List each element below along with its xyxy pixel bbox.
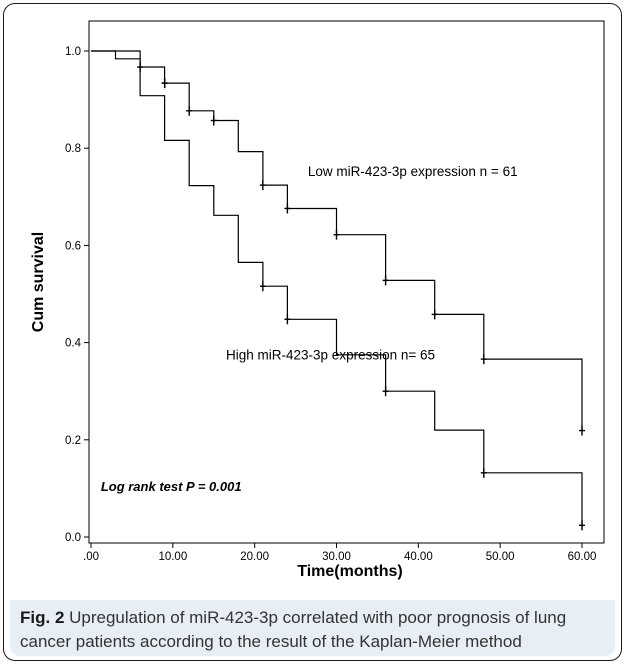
- x-axis: .00 10.00 20.00 30.00 40.00 50.00 60.00: [83, 543, 596, 563]
- x-tick-label: 20.00: [240, 551, 269, 563]
- caption-text: Upregulation of miR-423-3p correlated wi…: [20, 608, 567, 651]
- x-axis-title: Time(months): [297, 563, 402, 580]
- figure-frame: [3, 3, 622, 661]
- y-axis: 0.0 0.2 0.4 0.6 0.8 1.0: [65, 46, 89, 544]
- plot-area-border: [88, 20, 605, 544]
- low-expression-label: Low miR-423-3p expression n = 61: [308, 164, 518, 179]
- y-tick-label: 1.0: [65, 46, 81, 58]
- caption-label: Fig. 2: [20, 608, 65, 627]
- annotations: Low miR-423-3p expression n = 61 High miR…: [101, 164, 518, 494]
- x-tick-label: 10.00: [158, 551, 187, 563]
- survival-curve-high: [91, 50, 583, 526]
- x-tick-label: .00: [83, 551, 99, 563]
- x-tick-label: 30.00: [322, 551, 351, 563]
- x-tick-label: 40.00: [404, 551, 433, 563]
- y-tick-label: 0.0: [65, 532, 81, 544]
- x-tick-label: 50.00: [486, 551, 515, 563]
- figure-caption: Fig. 2 Upregulation of miR-423-3p correl…: [10, 600, 615, 656]
- y-tick-label: 0.8: [65, 143, 81, 155]
- kaplan-meier-chart: .00 10.00 20.00 30.00 40.00 50.00 60.00 0.0 0.2…: [30, 20, 605, 580]
- series-layer: [91, 50, 585, 531]
- y-tick-label: 0.2: [65, 435, 81, 447]
- y-tick-label: 0.4: [65, 338, 82, 350]
- y-axis-title: Cum survival: [30, 232, 47, 332]
- x-tick-label: 60.00: [568, 551, 597, 563]
- log-rank-label: Log rank test P = 0.001: [101, 479, 242, 494]
- high-expression-label: High miR-423-3p expression n= 65: [226, 348, 435, 363]
- y-tick-label: 0.6: [65, 240, 81, 252]
